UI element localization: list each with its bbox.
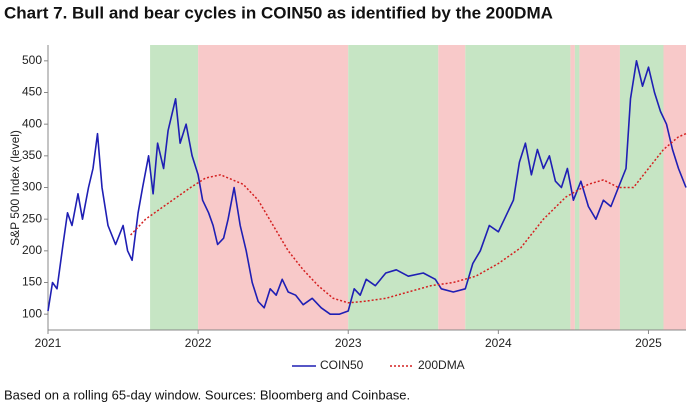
legend-label: COIN50 — [320, 358, 364, 372]
cycle-region — [579, 45, 620, 330]
chart-title: Chart 7. Bull and bear cycles in COIN50 … — [4, 3, 553, 22]
cycle-region — [465, 45, 571, 330]
x-tick-label: 2021 — [35, 336, 62, 350]
cycle-region — [570, 45, 575, 330]
y-tick-label: 300 — [22, 180, 42, 194]
series-line — [47, 60, 687, 315]
x-tick-label: 2024 — [485, 336, 512, 350]
y-tick-label: 200 — [22, 243, 42, 257]
x-tick-label: 2022 — [185, 336, 212, 350]
y-tick-label: 400 — [22, 116, 42, 130]
x-tick-label: 2023 — [335, 336, 362, 350]
y-axis-label: S&P 500 Index (level) — [8, 130, 22, 246]
cycle-region — [574, 45, 580, 330]
y-tick-label: 250 — [22, 211, 42, 225]
cycle-region — [619, 45, 664, 330]
legend-label: 200DMA — [418, 358, 465, 372]
cycle-region — [198, 45, 349, 330]
cycle-region — [348, 45, 439, 330]
x-tick-label: 2025 — [635, 336, 662, 350]
y-tick-label: 150 — [22, 275, 42, 289]
y-tick-label: 350 — [22, 148, 42, 162]
y-tick-label: 100 — [22, 306, 42, 320]
y-tick-label: 500 — [22, 53, 42, 67]
cycle-region — [438, 45, 466, 330]
footnote: Based on a rolling 65-day window. Source… — [4, 387, 410, 402]
cycle-region — [663, 45, 686, 330]
y-tick-label: 450 — [22, 85, 42, 99]
